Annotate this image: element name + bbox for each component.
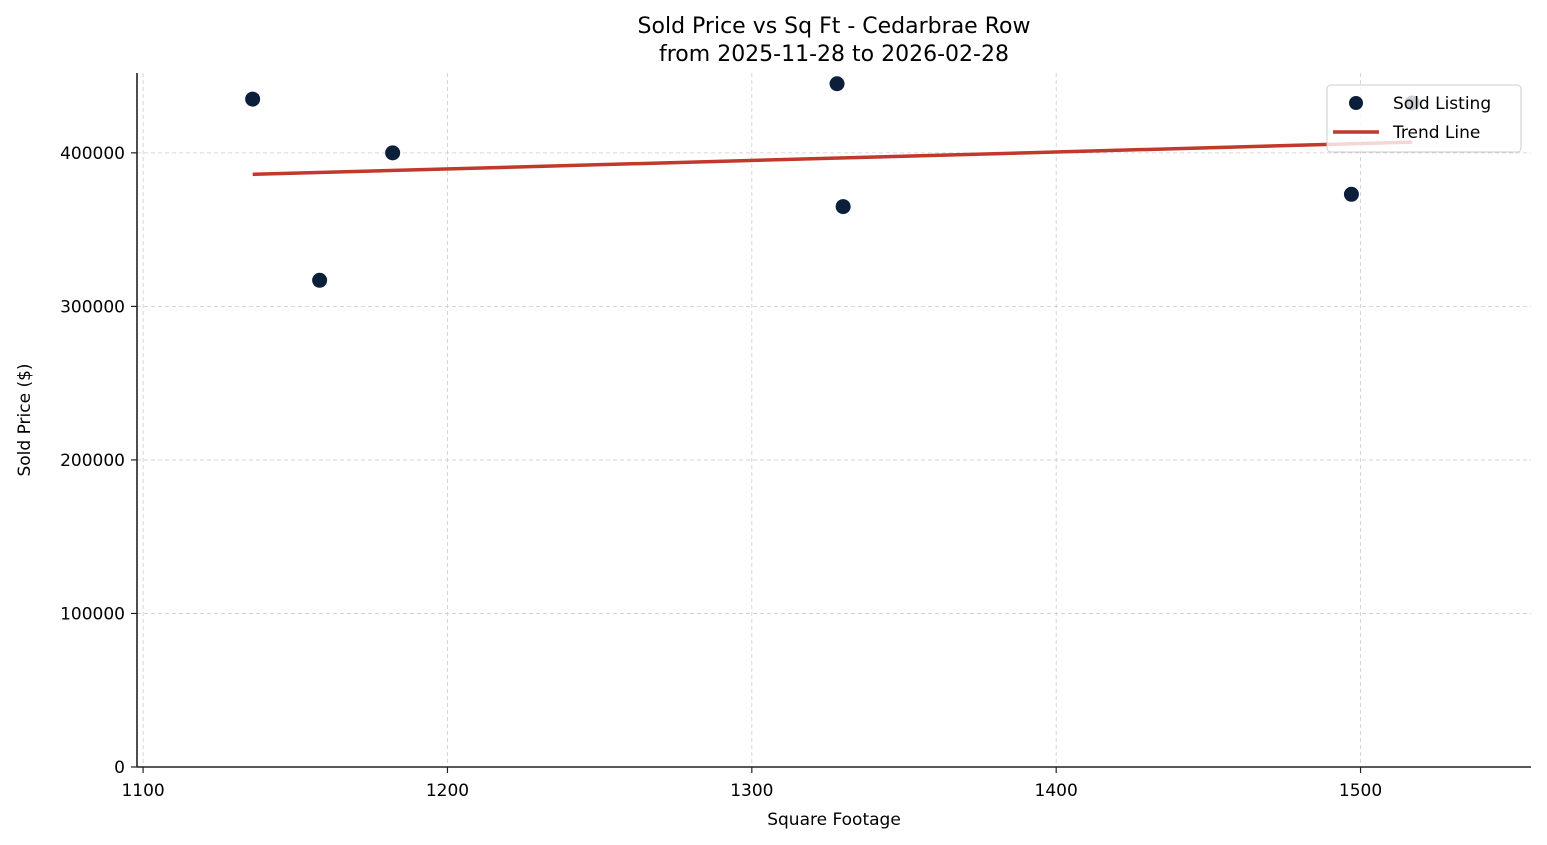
y-tick-label: 100000 [60,604,125,624]
sold-listing-point [835,199,851,215]
y-tick-label: 300000 [60,297,125,317]
legend-marker-sold-listing [1349,96,1363,110]
x-ticks: 1100 1200 1300 1400 1500 [121,767,1382,801]
x-tick-label: 1300 [730,781,773,801]
legend-label-trend-line: Trend Line [1392,123,1480,143]
trend-line [252,140,1413,177]
y-tick-label: 400000 [60,144,125,164]
y-tick-label: 200000 [60,451,125,471]
x-tick-label: 1100 [121,781,164,801]
title-line-2: from 2025-11-28 to 2026-02-28 [659,42,1009,67]
y-ticks: 0 100000 200000 300000 400000 [60,144,137,778]
sold-listing-point [829,76,845,92]
axes [136,73,1531,768]
y-axis-label: Sold Price ($) [15,363,35,476]
trend-line-segment [252,140,1413,177]
data-points [245,76,1420,288]
x-tick-label: 1400 [1035,781,1078,801]
grid-lines [137,73,1531,767]
x-tick-label: 1500 [1339,781,1382,801]
x-axis-label: Square Footage [767,810,901,830]
x-tick-label: 1200 [426,781,469,801]
legend-label-sold-listing: Sold Listing [1393,94,1491,114]
legend-box [1326,84,1522,153]
title-line-1: Sold Price vs Sq Ft - Cedarbrae Row [638,14,1031,39]
sold-listing-point [312,272,328,288]
sold-listing-point [245,91,261,107]
sold-listing-point [1343,186,1359,202]
legend: Sold Listing Trend Line [1326,84,1522,153]
sold-listing-point [385,145,401,161]
y-tick-label: 0 [114,758,125,778]
chart-title: Sold Price vs Sq Ft - Cedarbrae Row from… [638,14,1031,67]
